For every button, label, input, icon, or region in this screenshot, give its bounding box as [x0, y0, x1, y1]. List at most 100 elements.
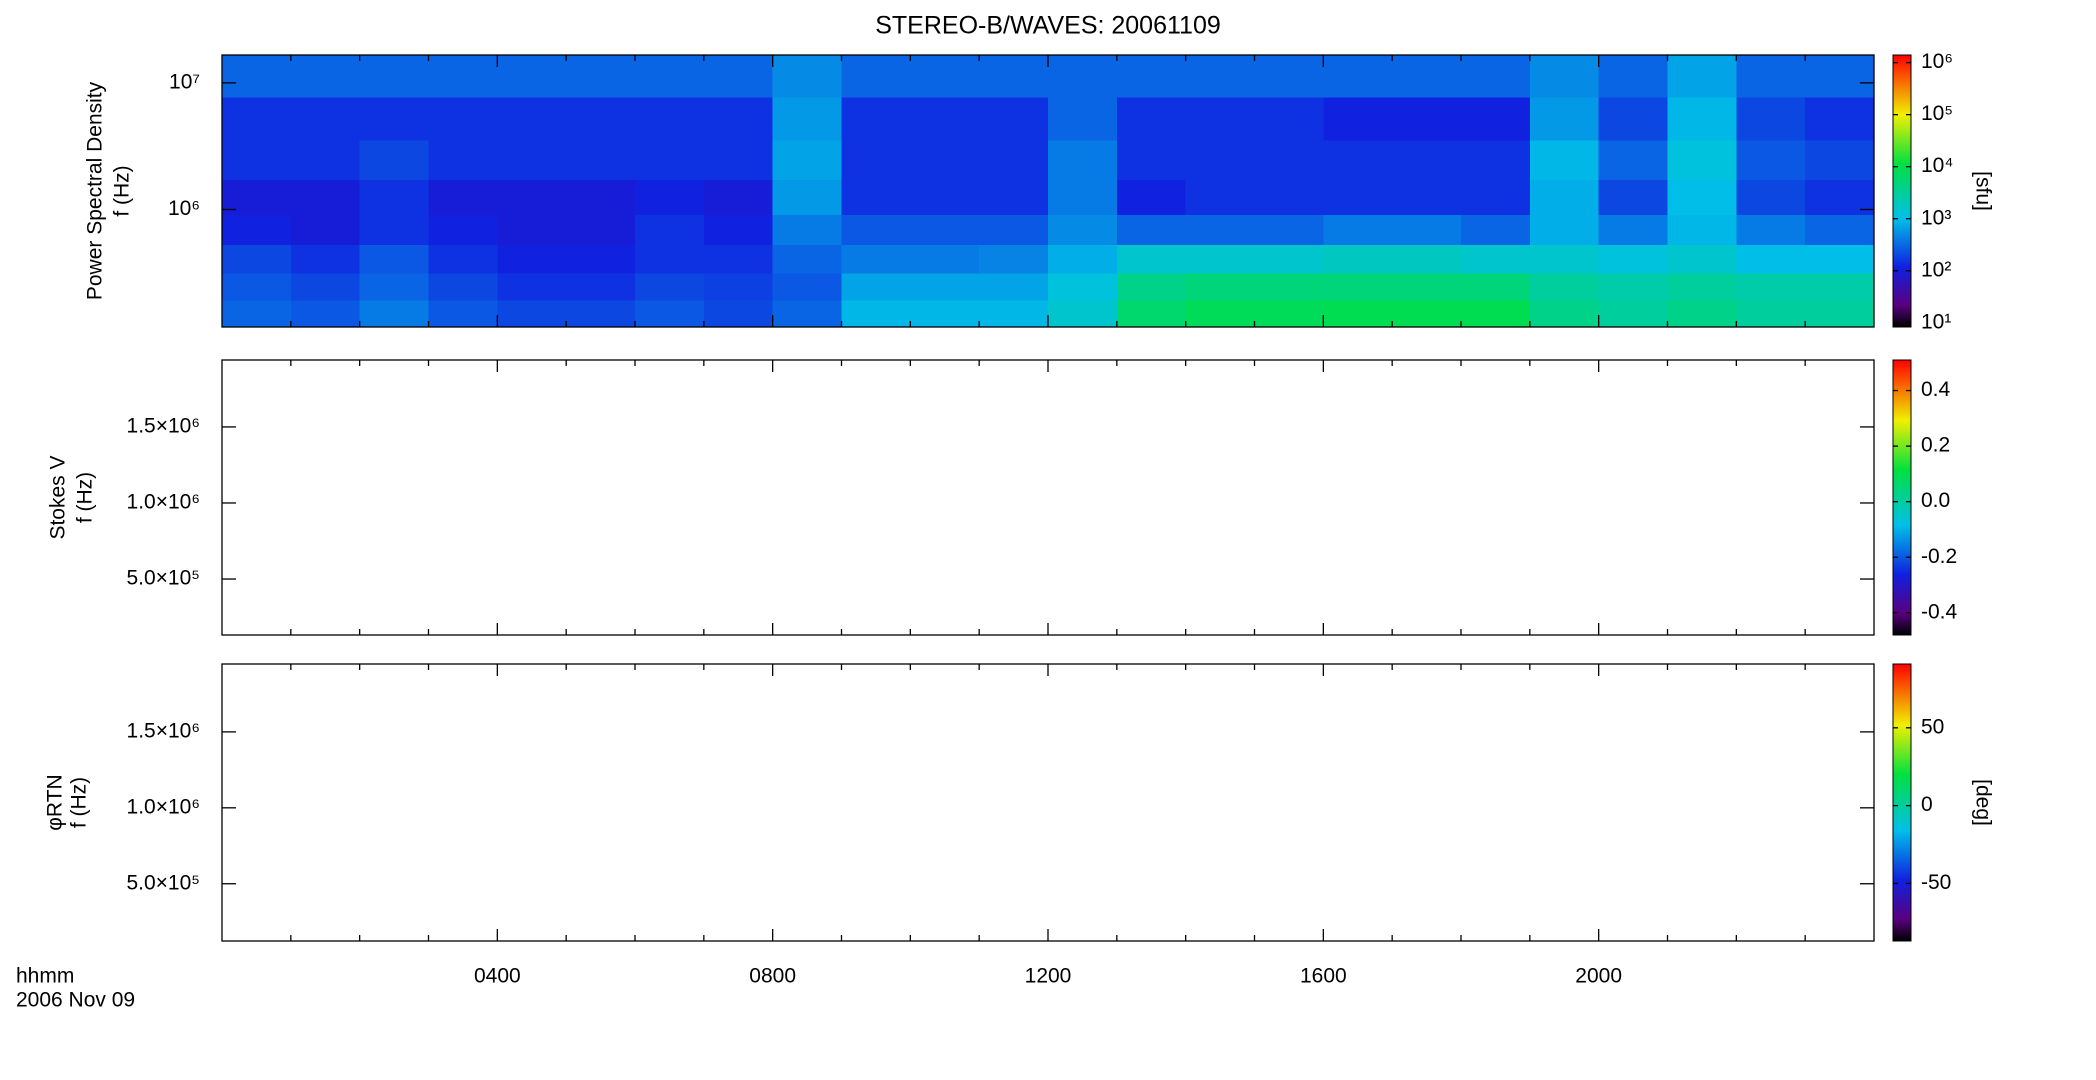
heatmap-cell — [1598, 299, 1668, 328]
heatmap-cell — [566, 140, 636, 180]
x-tick-label: 0800 — [749, 965, 796, 988]
heatmap-cell — [222, 214, 292, 245]
heatmap-cell — [703, 179, 774, 215]
heatmap-cell — [566, 299, 636, 328]
heatmap-cell — [1392, 272, 1462, 301]
heatmap-cell — [1667, 272, 1737, 301]
heatmap-cell — [1736, 299, 1806, 328]
colorbar-tick-label: 10⁶ — [1921, 50, 1953, 73]
heatmap-cell — [497, 214, 567, 245]
heatmap-cell — [1529, 96, 1600, 141]
heatmap-cell — [1667, 244, 1737, 274]
heatmap-cell — [703, 140, 774, 180]
heatmap-cell — [635, 272, 705, 301]
y-tick-label: 1.0×10⁶ — [127, 491, 200, 514]
heatmap-cell — [703, 55, 774, 98]
heatmap-cell — [910, 244, 980, 274]
heatmap-cell — [1048, 244, 1118, 274]
heatmap-cell — [1323, 299, 1393, 328]
heatmap-cell — [1116, 96, 1187, 141]
heatmap-cell — [1185, 299, 1255, 328]
heatmap-cell — [979, 179, 1049, 215]
heatmap-cell — [635, 244, 705, 274]
y-axis-label: Power Spectral Density — [84, 81, 107, 300]
heatmap-cell — [1116, 244, 1187, 274]
heatmap-cell — [1736, 214, 1806, 245]
heatmap-cell — [428, 272, 498, 301]
chart-title: STEREO-B/WAVES: 20061109 — [875, 12, 1221, 40]
heatmap-cell — [1323, 96, 1393, 141]
heatmap-cell — [1254, 272, 1324, 301]
heatmap-cell — [290, 96, 361, 141]
heatmap-cell — [566, 214, 636, 245]
heatmap-cell — [1598, 140, 1668, 180]
heatmap-cell — [1805, 299, 1875, 328]
heatmap-cell — [841, 96, 911, 141]
heatmap-cell — [1461, 299, 1531, 328]
y-tick-label: 10⁶ — [168, 197, 200, 220]
heatmap-cell — [703, 244, 774, 274]
colorbar — [1892, 54, 1912, 328]
heatmap-cell — [497, 272, 567, 301]
heatmap-cell — [979, 214, 1049, 245]
panel-frame — [221, 359, 1875, 636]
x-tick-label: 1600 — [1300, 965, 1347, 988]
heatmap-cell — [910, 96, 980, 141]
heatmap-cell — [428, 140, 498, 180]
y-tick-label: 1.5×10⁶ — [127, 719, 200, 742]
heatmap-cell — [497, 96, 567, 141]
y-axis-label: f (Hz) — [74, 472, 97, 523]
heatmap-cell — [1667, 96, 1737, 141]
colorbar-tick-label: 0.0 — [1921, 489, 1950, 512]
heatmap-cell — [772, 55, 842, 98]
heatmap-cell — [1116, 299, 1187, 328]
heatmap-cell — [1048, 140, 1118, 180]
heatmap-cell — [497, 179, 567, 215]
y-tick-label: 5.0×10⁵ — [126, 871, 200, 894]
heatmap-cell — [1598, 272, 1668, 301]
colorbar-tick-label: 10² — [1921, 258, 1951, 281]
heatmap-cell — [1116, 55, 1187, 98]
x-tick-label: 2000 — [1575, 965, 1622, 988]
heatmap-cell — [497, 244, 567, 274]
heatmap-cell — [772, 96, 842, 141]
heatmap-cell — [1667, 214, 1737, 245]
heatmap-cell — [566, 96, 636, 141]
colorbar-tick-label: -50 — [1921, 871, 1951, 894]
colorbar-tick-label: 0.4 — [1921, 378, 1951, 401]
heatmap-cell — [359, 299, 429, 328]
x-tick-label: 0400 — [474, 965, 521, 988]
heatmap-cell — [1392, 96, 1462, 141]
heatmap-cell — [772, 179, 842, 215]
y-tick-label: 1.5×10⁶ — [127, 414, 200, 437]
colorbar-tick-label: 50 — [1921, 715, 1944, 738]
colorbar-tick-label: 0.2 — [1921, 434, 1950, 457]
heatmap-cell — [1529, 244, 1600, 274]
heatmap-cell — [497, 299, 567, 328]
heatmap-cell — [566, 179, 636, 215]
heatmap-cell — [290, 299, 361, 328]
heatmap-cell — [1598, 244, 1668, 274]
heatmap-cell — [1048, 96, 1118, 141]
heatmap-cell — [566, 244, 636, 274]
heatmap-cell — [1185, 140, 1255, 180]
heatmap-cell — [1598, 96, 1668, 141]
heatmap-cell — [841, 214, 911, 245]
heatmap-cell — [1048, 299, 1118, 328]
heatmap-cell — [841, 244, 911, 274]
heatmap-cell — [1116, 272, 1187, 301]
heatmap-cell — [222, 299, 292, 328]
heatmap-cell — [497, 55, 567, 98]
heatmap-cell — [290, 179, 361, 215]
heatmap-cell — [1736, 244, 1806, 274]
heatmap-cell — [635, 140, 705, 180]
heatmap-cell — [222, 272, 292, 301]
heatmap-cell — [910, 214, 980, 245]
heatmap-cell — [1185, 244, 1255, 274]
colorbar-tick-label: 10¹ — [1921, 310, 1951, 333]
x-axis-label: 2006 Nov 09 — [16, 989, 135, 1012]
heatmap-cell — [910, 140, 980, 180]
heatmap-cell — [1667, 140, 1737, 180]
heatmap-cell — [428, 299, 498, 328]
